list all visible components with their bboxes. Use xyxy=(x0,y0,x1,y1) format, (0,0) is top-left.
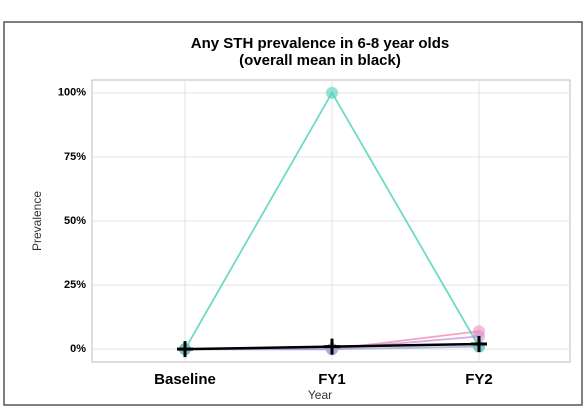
y-axis-label: Prevalence xyxy=(30,191,44,251)
x-axis-label: Year xyxy=(308,388,332,402)
chart-title: (overall mean in black) xyxy=(239,52,401,69)
point xyxy=(326,86,338,99)
chart-title: Any STH prevalence in 6-8 year olds xyxy=(191,35,449,52)
y-tick-label: 75% xyxy=(64,151,86,163)
x-tick-label: Baseline xyxy=(154,371,216,388)
point xyxy=(471,336,487,353)
y-tick-label: 0% xyxy=(70,343,86,355)
y-tick-label: 100% xyxy=(58,87,86,99)
point xyxy=(177,341,193,358)
y-tick-label: 25% xyxy=(64,279,86,291)
point xyxy=(324,338,340,355)
y-tick-label: 50% xyxy=(64,215,86,227)
x-tick-label: FY1 xyxy=(318,371,346,388)
x-tick-label: FY2 xyxy=(465,371,493,388)
